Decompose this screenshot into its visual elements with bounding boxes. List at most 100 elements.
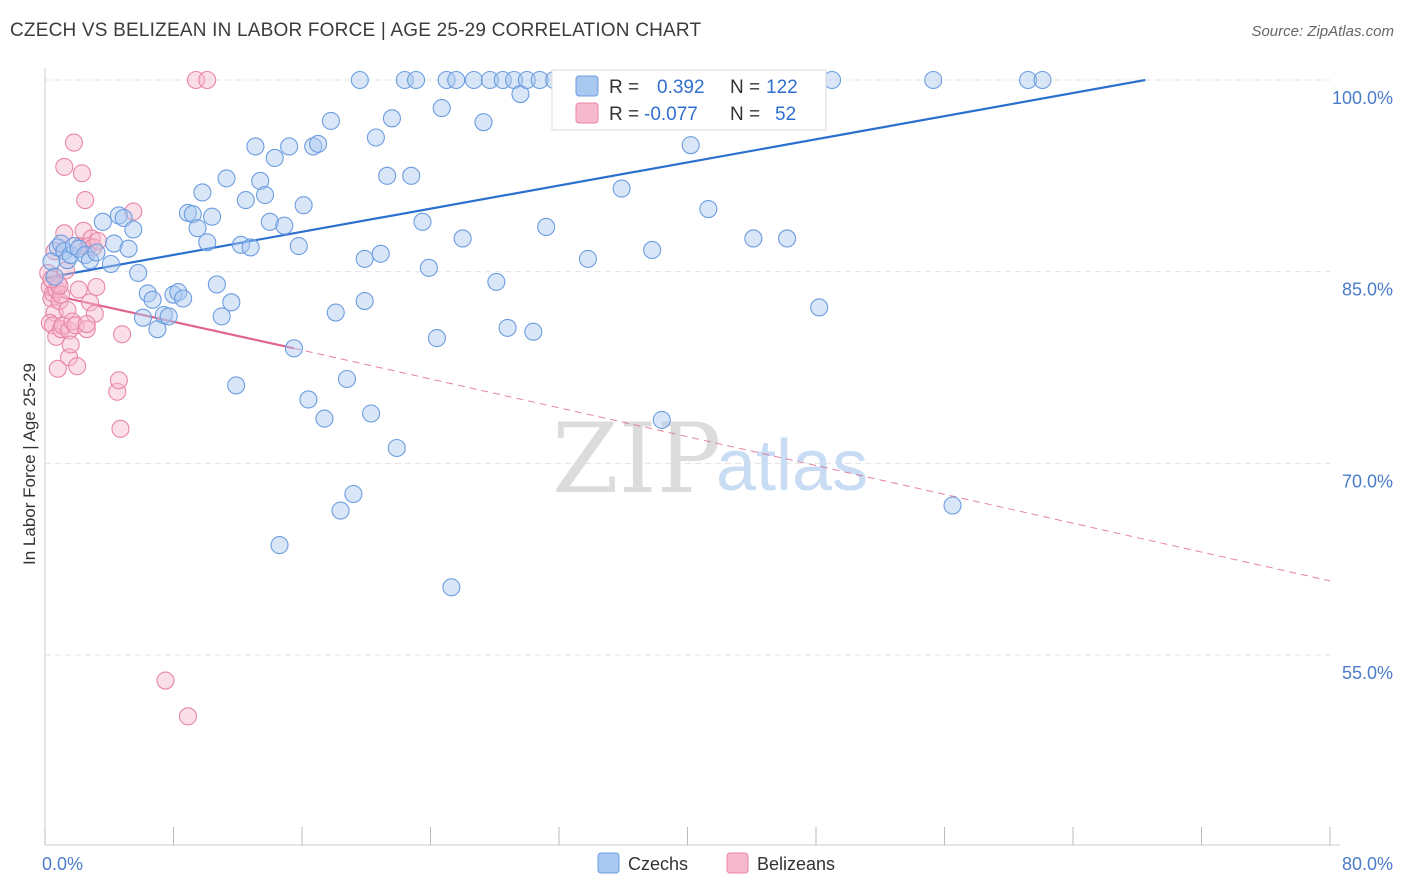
czech-point-56 <box>309 134 328 153</box>
czech-point-51 <box>284 339 304 358</box>
czech-point-44 <box>251 171 270 190</box>
series-legend: Czechs Belizeans <box>597 852 835 874</box>
czech-point-39 <box>227 376 246 395</box>
czech-point-22 <box>143 290 162 309</box>
czech-point-30 <box>183 205 202 224</box>
czech-point-125 <box>355 249 374 268</box>
czech-point-76 <box>427 329 446 348</box>
czech-point-42 <box>241 238 260 257</box>
czech-point-113 <box>744 229 763 248</box>
czech-point-8 <box>69 239 88 258</box>
czech-point-58 <box>321 111 340 130</box>
belizean-point-31 <box>76 191 95 210</box>
czech-point-100 <box>612 179 631 198</box>
belizean-point-17 <box>55 157 74 176</box>
czech-point-91 <box>524 322 543 341</box>
czech-point-103 <box>643 240 662 259</box>
czech-point-68 <box>378 166 397 185</box>
czech-point-26 <box>164 285 183 304</box>
czech-point-69 <box>382 109 402 128</box>
czech-point-83 <box>474 113 493 132</box>
czech-point-14 <box>105 234 124 253</box>
czech-point-85 <box>487 272 506 291</box>
belizean-trend-line-extended <box>293 347 1331 582</box>
czech-point-13 <box>101 254 120 274</box>
belizean-point-19 <box>58 300 77 320</box>
y-tick-label-1: 85.0% <box>1342 280 1393 300</box>
czech-point-35 <box>207 275 226 294</box>
czech-point-36 <box>212 307 231 326</box>
czech-point-59 <box>326 303 345 322</box>
czech-point-119 <box>810 298 829 317</box>
czech-point-45 <box>256 185 275 205</box>
tick-labels: 100.0% 85.0% 70.0% 55.0% 0.0% 80.0% <box>42 88 1393 874</box>
czech-point-70 <box>387 438 406 458</box>
legend-czech-n-value: 122 <box>766 77 798 98</box>
belizean-point-51 <box>42 270 61 289</box>
y-axis-label: In Labor Force | Age 25-29 <box>20 363 39 565</box>
czech-point-122 <box>943 496 962 515</box>
czech-point-66 <box>366 128 385 147</box>
czech-point-104 <box>652 410 671 429</box>
czech-point-90 <box>517 70 536 90</box>
legend-belizean-swatch <box>575 102 599 124</box>
belizean-point-42 <box>111 419 130 438</box>
czech-point-109 <box>699 200 718 219</box>
legend-czech-r-label: R = <box>609 77 639 98</box>
czech-point-74 <box>413 212 432 231</box>
belizean-point-46 <box>178 707 198 726</box>
legend-czech-swatch <box>575 75 599 97</box>
czech-point-34 <box>203 207 222 226</box>
czech-point-63 <box>350 70 369 90</box>
czech-point-92 <box>530 70 549 90</box>
czech-point-11 <box>87 243 106 262</box>
czech-point-28 <box>174 289 193 308</box>
belizean-point-26 <box>68 357 87 376</box>
chart-source: Source: ZipAtlas.com <box>1251 23 1394 40</box>
czech-trend-line <box>44 78 1146 280</box>
czech-point-49 <box>275 216 294 235</box>
legend-belizean-n-label: N = <box>730 104 760 125</box>
czech-point-116 <box>778 229 797 248</box>
czech-point-32 <box>193 183 212 202</box>
czech-point-78 <box>437 70 456 90</box>
czech-point-54 <box>299 390 318 409</box>
czech-point-17 <box>119 239 138 258</box>
czech-point-64 <box>355 292 374 311</box>
belizean-points <box>39 70 217 726</box>
czech-point-57 <box>315 409 334 428</box>
czech-point-72 <box>402 166 421 185</box>
belizean-point-24 <box>64 133 83 152</box>
belizean-point-43 <box>113 325 132 344</box>
czech-point-15 <box>109 206 128 225</box>
czech-point-87 <box>498 318 517 337</box>
czech-point-81 <box>453 229 472 248</box>
czech-point-121 <box>924 70 943 90</box>
x-tick-label-0: 0.0% <box>42 854 83 874</box>
belizean-point-45 <box>156 671 175 690</box>
czech-point-62 <box>344 484 363 504</box>
czech-point-67 <box>371 244 390 263</box>
czech-point-55 <box>304 137 323 156</box>
correlation-legend: R = 0.392 N = 122 R = -0.077 N = 52 <box>551 69 827 131</box>
belizean-point-13 <box>48 359 67 378</box>
czech-point-18 <box>124 220 143 239</box>
czech-point-43 <box>246 137 265 156</box>
czech-point-12 <box>93 212 112 231</box>
watermark: ZIP atlas <box>552 403 868 515</box>
czech-point-61 <box>337 369 357 389</box>
x-tick-label-1: 80.0% <box>1342 854 1393 874</box>
czech-point-47 <box>265 148 284 167</box>
czech-point-25 <box>159 307 178 326</box>
series-legend-czech-swatch <box>597 852 620 874</box>
czech-point-52 <box>289 237 308 256</box>
czech-point-46 <box>260 212 279 231</box>
y-tick-label-2: 70.0% <box>1342 471 1393 491</box>
belizean-point-38 <box>87 277 106 297</box>
czech-point-53 <box>294 196 313 215</box>
czech-point-33 <box>198 233 217 252</box>
grid-lines <box>45 79 1330 656</box>
czech-point-50 <box>280 137 299 156</box>
belizean-point-27 <box>69 280 88 299</box>
